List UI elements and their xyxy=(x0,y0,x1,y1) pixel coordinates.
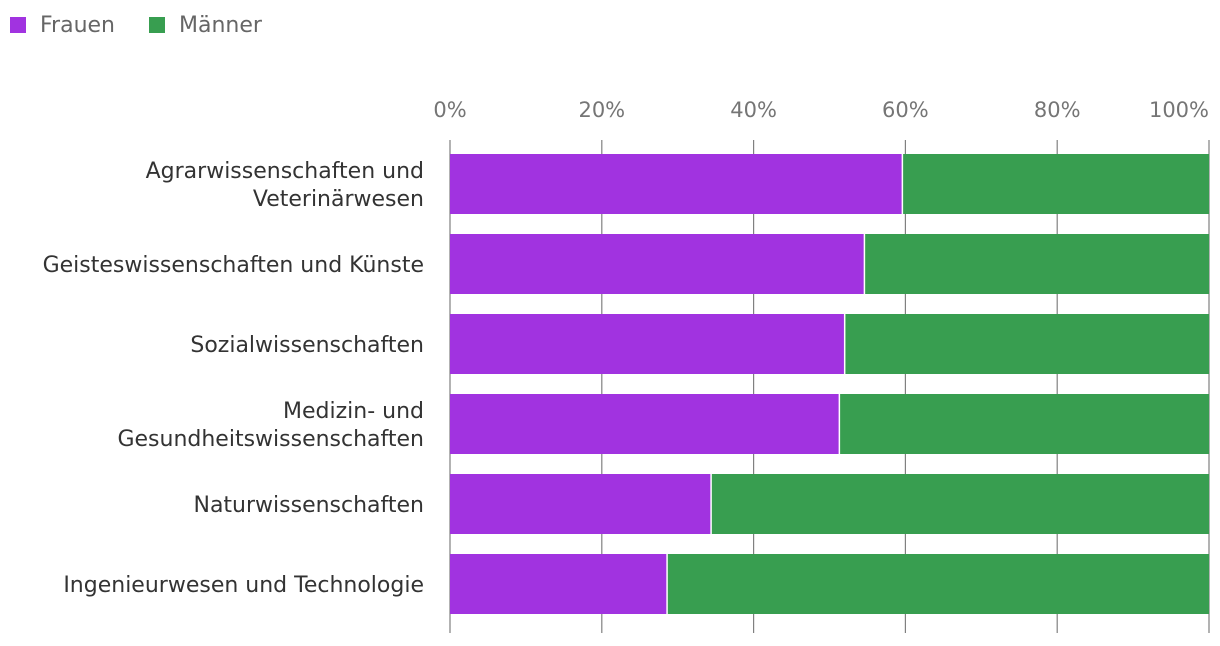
legend: Frauen Männer xyxy=(10,10,262,40)
x-tick-label: 100% xyxy=(1149,98,1209,122)
x-tick-label: 40% xyxy=(730,98,777,122)
category-label-line: Medizin- und xyxy=(283,399,424,424)
category-label-line: Ingenieurwesen und Technologie xyxy=(63,573,424,598)
bar-maenner xyxy=(667,554,1209,614)
bar-frauen xyxy=(450,474,712,534)
category-label: Medizin- und Gesundheitswissenschaften xyxy=(117,399,424,452)
category-label-line: Agrarwissenschaften und xyxy=(146,159,424,184)
legend-item-frauen: Frauen xyxy=(10,13,115,38)
category-label: Geisteswissenschaften und Künste xyxy=(43,253,424,278)
x-tick-label: 20% xyxy=(578,98,625,122)
legend-label-maenner: Männer xyxy=(179,12,262,38)
legend-item-maenner: Männer xyxy=(149,13,262,38)
x-tick-label: 0% xyxy=(433,98,466,122)
bar-frauen xyxy=(450,234,865,294)
bar-frauen xyxy=(450,554,668,614)
legend-label-frauen: Frauen xyxy=(40,12,116,38)
category-label-line: Sozialwissenschaften xyxy=(190,333,424,358)
bar-maenner xyxy=(864,234,1209,294)
category-label: Ingenieurwesen und Technologie xyxy=(63,573,424,598)
category-label-line: Veterinärwesen xyxy=(253,187,424,212)
bar-maenner xyxy=(902,154,1209,214)
bar-maenner xyxy=(844,314,1209,374)
legend-swatch-maenner xyxy=(149,17,166,33)
x-tick-label: 60% xyxy=(882,98,929,122)
bar-frauen xyxy=(450,314,845,374)
legend-swatch-frauen xyxy=(10,17,26,33)
bar-maenner xyxy=(711,474,1209,534)
category-label-line: Gesundheitswissenschaften xyxy=(117,427,424,452)
category-label: Naturwissenschaften xyxy=(193,493,424,518)
category-label: Sozialwissenschaften xyxy=(190,333,424,358)
category-label-line: Geisteswissenschaften und Künste xyxy=(43,253,424,278)
category-label: Agrarwissenschaften und Veterinärwesen xyxy=(146,159,424,212)
bar-maenner xyxy=(839,394,1209,454)
x-tick-label: 80% xyxy=(1034,98,1081,122)
category-label-line: Naturwissenschaften xyxy=(193,493,424,518)
bar-frauen xyxy=(450,394,840,454)
bar-frauen xyxy=(450,154,903,214)
